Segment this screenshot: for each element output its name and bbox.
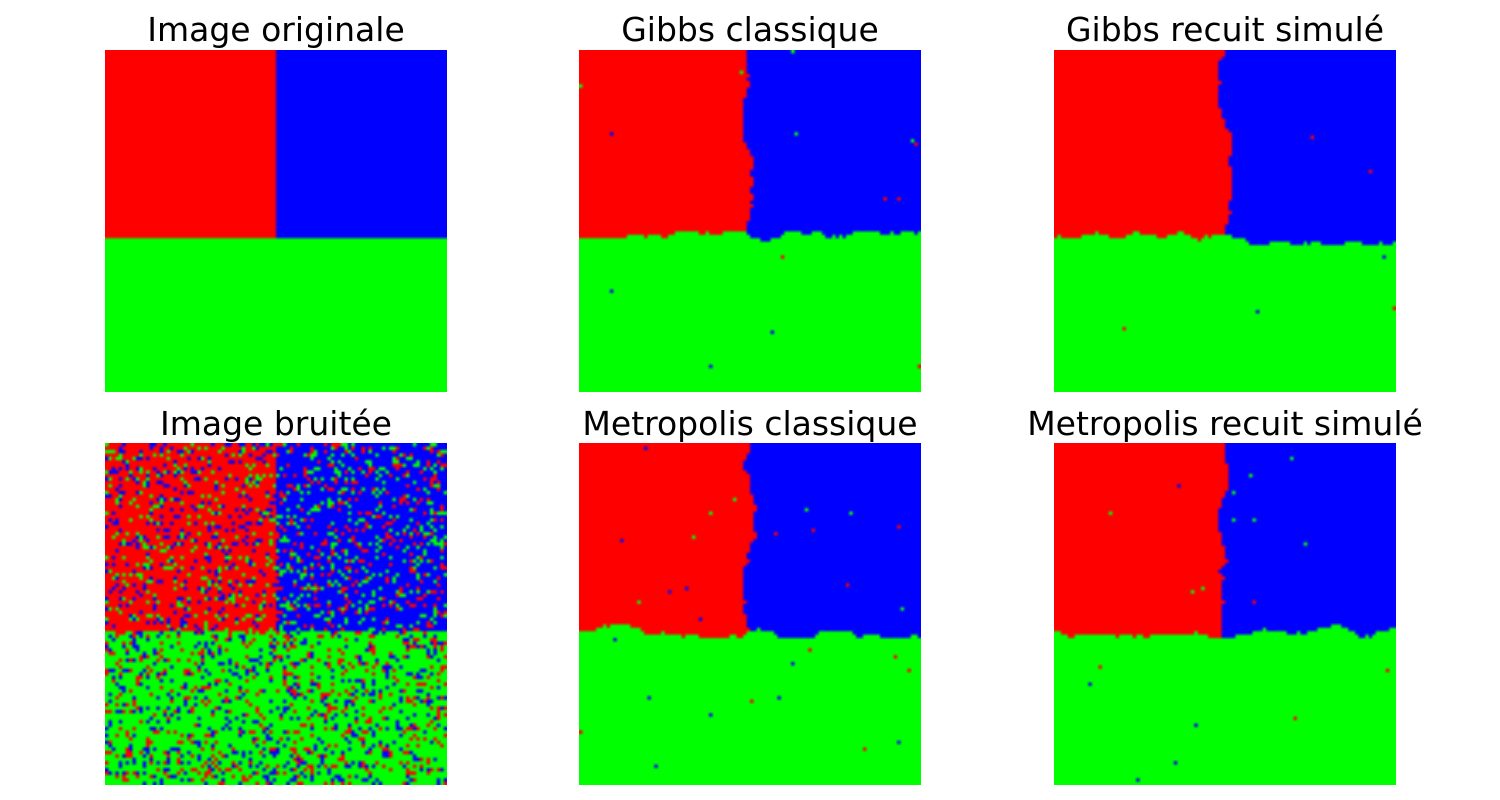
panel-title-metropolis-annealing: Metropolis recuit simulé	[1027, 404, 1423, 443]
metropolis-classic-image	[579, 443, 921, 785]
metropolis-annealing-image	[1054, 443, 1396, 785]
panel-title-gibbs-annealing: Gibbs recuit simulé	[1065, 10, 1384, 49]
noisy-image	[105, 443, 447, 785]
panel-title-metropolis-classic: Metropolis classique	[582, 404, 918, 443]
gibbs-annealing-image	[1054, 50, 1396, 392]
panel-title-gibbs-classic: Gibbs classique	[621, 10, 879, 49]
panel-title-original: Image originale	[147, 10, 405, 49]
gibbs-classic-image	[579, 50, 921, 392]
panel-title-noisy: Image bruitée	[160, 404, 392, 443]
original-image	[105, 50, 447, 392]
